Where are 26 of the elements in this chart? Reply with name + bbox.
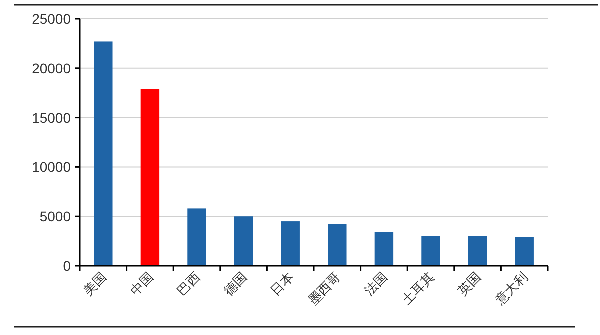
bar [374, 232, 394, 266]
bar [515, 237, 534, 266]
x-tick-label: 德国 [220, 270, 250, 299]
bar [94, 42, 113, 266]
y-tick-label: 25000 [32, 11, 72, 27]
bar [188, 208, 206, 266]
x-tick-label: 墨西哥 [305, 270, 344, 308]
x-tick-label: 巴西 [174, 270, 204, 299]
y-tick-label: 0 [63, 258, 72, 274]
bar [140, 89, 160, 266]
bar [468, 236, 488, 266]
x-tick-label: 美国 [80, 270, 110, 299]
y-tick-label: 15000 [32, 110, 72, 126]
bar [281, 222, 300, 266]
x-tick-label: 日本 [268, 270, 297, 299]
x-tick-label: 法国 [361, 270, 390, 299]
y-tick-label: 10000 [32, 159, 72, 176]
x-tick-label: 英国 [454, 270, 484, 299]
x-tick-label: 土耳其 [398, 270, 438, 308]
x-tick-label: 意大利 [492, 270, 531, 308]
bar [328, 224, 347, 266]
bar [422, 236, 440, 266]
y-tick-label: 20000 [32, 60, 72, 76]
x-tick-label: 中国 [127, 270, 156, 299]
y-tick-label: 5000 [40, 208, 72, 225]
bar [234, 216, 254, 266]
